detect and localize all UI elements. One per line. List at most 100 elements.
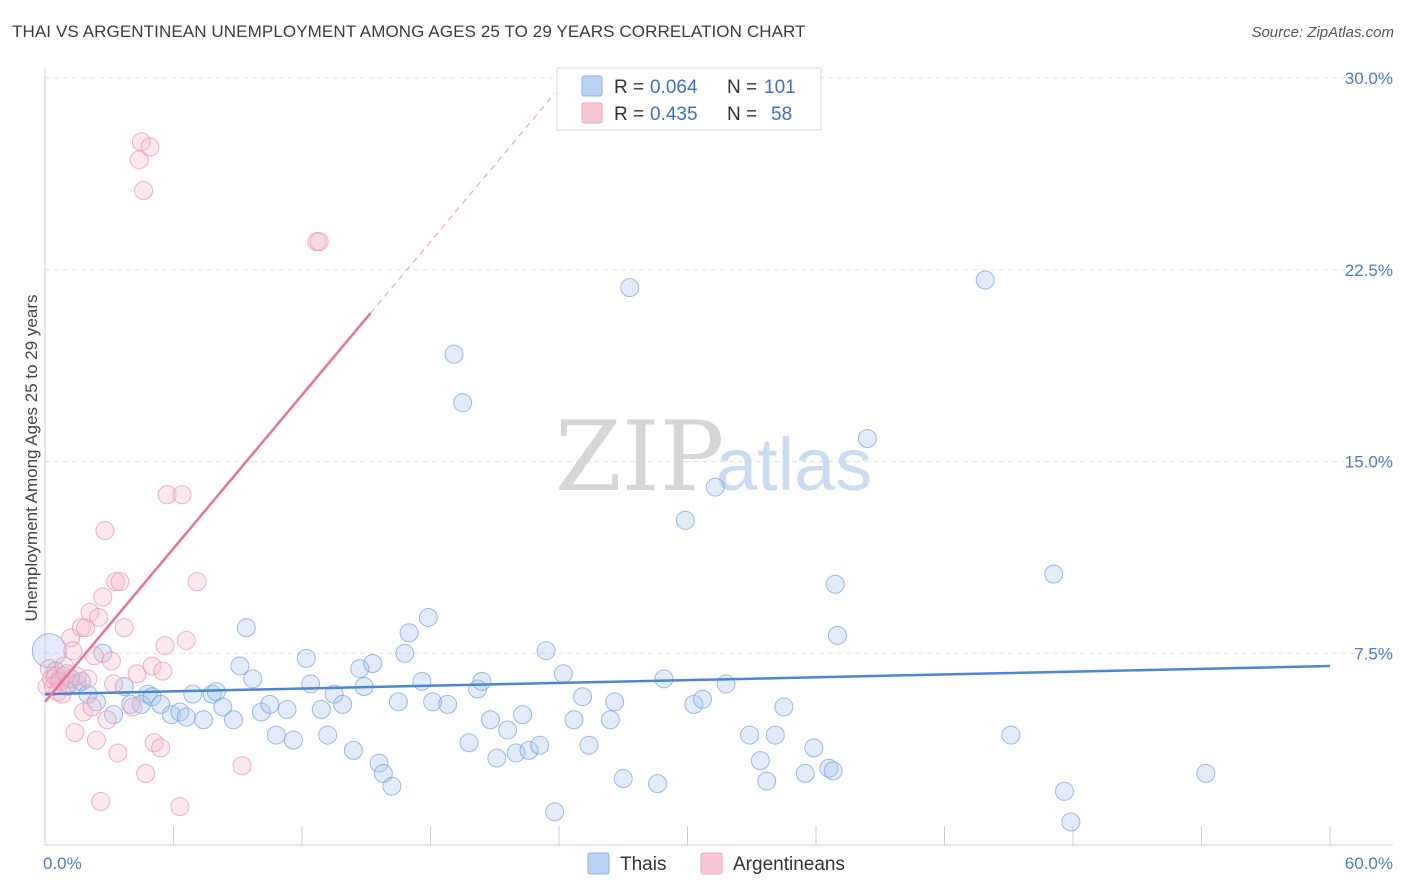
thais-point-90 [804, 738, 824, 758]
thais-point-73 [600, 710, 620, 730]
argentineans-point-45 [155, 636, 175, 656]
bottom-legend-label-argentineans: Argentineans [733, 854, 845, 875]
argentineans-point-29 [104, 674, 124, 694]
bottom-legend-swatch-argentineans [700, 852, 723, 875]
argentineans-point-8 [54, 656, 74, 676]
thais-point-26 [223, 710, 243, 730]
thais-point-33 [277, 699, 297, 719]
thais-point-37 [311, 699, 331, 719]
argentineans-point-41 [142, 656, 162, 676]
y-tick-label-0: 7.5% [1354, 644, 1393, 663]
bottom-legend-label-thais: Thais [620, 854, 666, 875]
legend-r-label-argentineans: R = [614, 104, 644, 125]
thais-point-83 [716, 674, 736, 694]
thais-point-44 [363, 653, 383, 673]
thais-point-100 [1061, 812, 1081, 832]
argentineans-point-26 [95, 521, 115, 541]
argentineans-point-25 [93, 587, 113, 607]
argentineans-point-43 [151, 738, 171, 758]
y-tick-labels: 7.5% 15.0% 22.5% 30.0% [1345, 69, 1393, 663]
thais-point-70 [564, 710, 584, 730]
thais-point-41 [343, 740, 363, 760]
series-thais-points [31, 270, 1216, 832]
argentineans-point-33 [114, 618, 134, 638]
thais-point-67 [536, 641, 556, 661]
trend-line-thais [44, 664, 1331, 696]
thais-point-17 [151, 694, 171, 714]
x-tick-label-min: 0.0% [43, 854, 82, 873]
thais-point-34 [283, 730, 303, 750]
thais-point-75 [613, 769, 633, 789]
thais-point-71 [573, 687, 593, 707]
thais-point-84 [740, 725, 760, 745]
argentineans-point-50 [187, 572, 207, 592]
argentineans-point-12 [63, 641, 83, 661]
legend-swatch-argentineans [581, 102, 603, 124]
thais-point-50 [399, 623, 419, 643]
thais-point-54 [438, 694, 458, 714]
legend-box: R = 0.064 N = 101 R = 0.435 N = 58 [556, 67, 822, 131]
gridlines [45, 77, 1393, 654]
thais-point-53 [423, 692, 443, 712]
thais-point-36 [301, 674, 321, 694]
series-argentineans-points [37, 132, 329, 817]
argentineans-point-24 [91, 792, 111, 812]
thais-point-47 [382, 776, 402, 796]
thais-point-82 [705, 477, 725, 497]
thais-point-48 [388, 692, 408, 712]
watermark-zip: ZIP [555, 401, 724, 513]
thais-point-38 [318, 725, 338, 745]
argentineans-point-32 [110, 572, 130, 592]
argentineans-point-31 [108, 743, 128, 763]
argentineans-point-42 [144, 733, 164, 753]
thais-point-93 [825, 574, 845, 594]
thais-point-97 [1001, 725, 1021, 745]
legend-swatch-thais [581, 75, 603, 97]
trend-line-argentineans-extension [370, 92, 556, 314]
chart-title: THAI VS ARGENTINEAN UNEMPLOYMENT AMONG A… [12, 22, 806, 41]
thais-point-21 [183, 684, 203, 704]
thais-point-52 [418, 607, 438, 627]
argentineans-point-47 [170, 797, 190, 817]
y-axis-label: Unemployment Among Ages 25 to 29 years [22, 295, 41, 622]
argentineans-point-27 [97, 710, 117, 730]
trend-lines [44, 92, 1331, 703]
thais-point-69 [553, 664, 573, 684]
x-tick-labels: 0.0% 60.0% [43, 854, 1393, 873]
thais-point-29 [243, 669, 263, 689]
legend-r-value-thais: 0.064 [650, 77, 698, 98]
thais-point-27 [230, 656, 250, 676]
thais-point-94 [827, 625, 847, 645]
thais-point-59 [472, 671, 492, 691]
watermark-atlas: atlas [716, 423, 872, 506]
argentineans-point-22 [86, 730, 106, 750]
thais-point-101 [1196, 763, 1216, 783]
thais-point-95 [857, 428, 877, 448]
bottom-legend-swatch-thais [587, 852, 610, 875]
thais-point-64 [513, 705, 533, 725]
thais-point-72 [579, 735, 599, 755]
argentineans-point-23 [89, 607, 109, 627]
thais-point-60 [480, 710, 500, 730]
thais-point-55 [444, 344, 464, 364]
argentineans-point-13 [65, 723, 85, 743]
thais-point-22 [193, 710, 213, 730]
y-tick-label-1: 15.0% [1345, 453, 1393, 472]
argentineans-point-30 [106, 572, 126, 592]
argentineans-point-18 [78, 669, 98, 689]
thais-point-42 [350, 659, 370, 679]
thais-point-77 [648, 774, 668, 794]
thais-point-85 [750, 751, 770, 771]
thais-point-57 [459, 733, 479, 753]
thais-point-19 [170, 702, 190, 722]
thais-point-99 [1054, 781, 1074, 801]
argentineans-point-34 [123, 697, 143, 717]
legend-n-value-argentineans: 58 [771, 104, 792, 125]
thais-point-68 [545, 802, 565, 822]
thais-point-78 [654, 669, 674, 689]
thais-point-96 [975, 270, 995, 290]
chart-source: Source: ZipAtlas.com [1251, 24, 1394, 41]
legend-n-value-thais: 101 [764, 77, 796, 98]
thais-point-35 [296, 648, 316, 668]
